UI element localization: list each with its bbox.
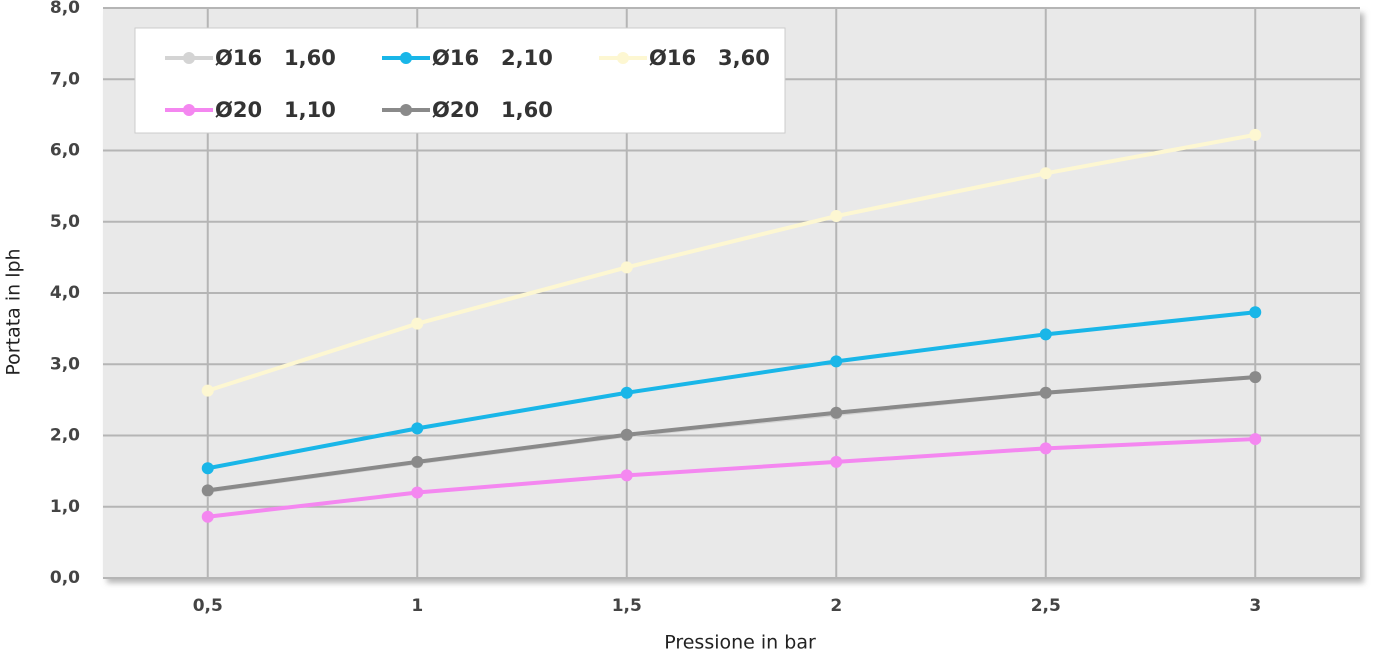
point [1039,167,1052,180]
point [201,484,214,497]
point [201,510,214,523]
legend-label: Ø16 1,60 [215,46,336,70]
legend-marker [400,52,412,64]
x-tick-label: 3 [1249,596,1261,616]
point [620,386,633,399]
point [620,469,633,482]
series-line [207,375,1256,493]
point [411,486,424,499]
legend-label: Ø20 1,10 [215,98,336,122]
legend-label: Ø20 1,60 [432,98,553,122]
point [1249,128,1262,141]
point [411,455,424,468]
point [620,428,633,441]
y-tick-label: 1,0 [50,497,80,517]
series-line [207,132,1256,393]
y-tick-label: 7,0 [50,69,80,89]
point [201,462,214,475]
point [1249,371,1262,384]
point [1039,442,1052,455]
point [1249,433,1262,446]
legend-label: Ø16 2,10 [432,46,553,70]
point [411,317,424,330]
point [201,384,214,397]
point [1039,328,1052,341]
series-line [207,310,1256,471]
point [830,455,843,468]
legend-marker [183,104,195,116]
y-tick-label: 3,0 [50,354,80,374]
x-tick-label: 2,5 [1031,596,1061,616]
point [620,261,633,274]
y-tick-label: 4,0 [50,283,80,303]
x-tick-label: 2 [830,596,842,616]
legend-label: Ø16 3,60 [649,46,770,70]
y-tick-label: 8,0 [50,0,80,18]
x-tick-label: 1 [411,596,423,616]
legend-marker [617,52,629,64]
point [1039,386,1052,399]
legend-marker [400,104,412,116]
y-tick-label: 5,0 [50,212,80,232]
x-axis-label: Pressione in bar [664,632,816,654]
point [411,422,424,435]
y-axis-label: Portata in lph [3,248,25,375]
point [830,406,843,419]
y-tick-label: 6,0 [50,141,80,161]
series-line [207,437,1256,519]
y-tick-label: 0,0 [50,568,80,588]
legend-marker [183,52,195,64]
point [830,355,843,368]
y-tick-label: 2,0 [50,426,80,446]
legend [134,27,786,134]
point [830,210,843,223]
x-tick-label: 1,5 [612,596,642,616]
x-tick-label: 0,5 [193,596,223,616]
point [1249,306,1262,319]
